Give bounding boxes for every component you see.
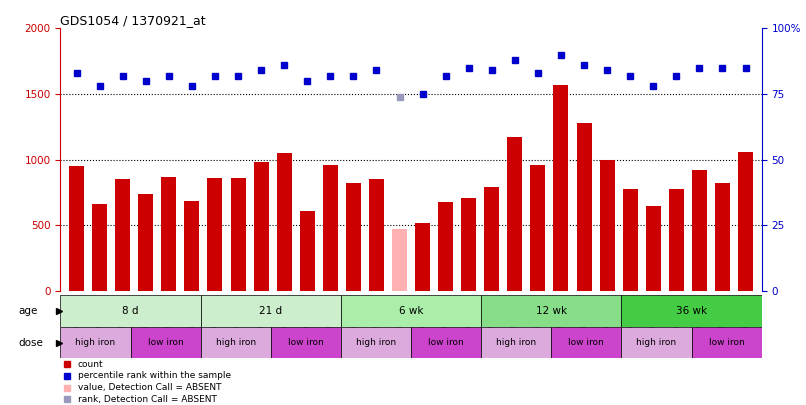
Text: 12 wk: 12 wk <box>536 306 567 316</box>
Text: 8 d: 8 d <box>123 306 139 316</box>
Bar <box>346 183 361 291</box>
Text: value, Detection Call = ABSENT: value, Detection Call = ABSENT <box>78 383 222 392</box>
Bar <box>621 295 762 327</box>
Text: low iron: low iron <box>708 338 745 347</box>
Bar <box>715 183 730 291</box>
Text: high iron: high iron <box>637 338 676 347</box>
Text: 21 d: 21 d <box>260 306 282 316</box>
Bar <box>692 327 762 358</box>
Bar <box>201 327 271 358</box>
Bar <box>554 85 568 291</box>
Bar <box>276 153 292 291</box>
Bar <box>669 189 683 291</box>
Text: 36 wk: 36 wk <box>676 306 707 316</box>
Bar <box>623 189 638 291</box>
Text: low iron: low iron <box>147 338 184 347</box>
Bar <box>461 198 476 291</box>
Bar <box>201 295 341 327</box>
Text: percentile rank within the sample: percentile rank within the sample <box>78 371 231 380</box>
Bar <box>341 327 411 358</box>
Bar <box>507 137 522 291</box>
Text: high iron: high iron <box>216 338 256 347</box>
Bar <box>60 295 201 327</box>
Text: low iron: low iron <box>568 338 604 347</box>
Bar <box>392 229 407 291</box>
Bar <box>621 327 692 358</box>
Text: low iron: low iron <box>288 338 324 347</box>
Bar <box>185 200 199 291</box>
Bar <box>369 179 384 291</box>
Bar <box>484 188 499 291</box>
Text: dose: dose <box>19 338 44 347</box>
Bar <box>646 206 661 291</box>
Bar <box>323 165 338 291</box>
Text: count: count <box>78 360 104 369</box>
Bar <box>131 327 201 358</box>
Bar <box>341 295 481 327</box>
Bar <box>530 165 546 291</box>
Bar <box>481 327 551 358</box>
Text: 6 wk: 6 wk <box>399 306 423 316</box>
Text: high iron: high iron <box>76 338 115 347</box>
Bar <box>738 152 753 291</box>
Bar <box>69 166 84 291</box>
Text: high iron: high iron <box>496 338 536 347</box>
Bar <box>92 204 107 291</box>
Text: GDS1054 / 1370921_at: GDS1054 / 1370921_at <box>60 14 206 27</box>
Bar <box>271 327 341 358</box>
Text: age: age <box>19 306 38 316</box>
Bar <box>600 160 615 291</box>
Bar <box>115 179 131 291</box>
Bar <box>231 178 246 291</box>
Text: high iron: high iron <box>356 338 396 347</box>
Text: rank, Detection Call = ABSENT: rank, Detection Call = ABSENT <box>78 395 217 404</box>
Bar <box>692 170 707 291</box>
Bar <box>576 123 592 291</box>
Bar <box>139 194 153 291</box>
Bar <box>438 202 453 291</box>
Bar <box>207 178 222 291</box>
Bar <box>161 177 177 291</box>
Bar <box>60 327 131 358</box>
Bar <box>300 211 315 291</box>
Text: low iron: low iron <box>428 338 464 347</box>
Bar <box>415 223 430 291</box>
Bar <box>551 327 621 358</box>
Bar <box>411 327 481 358</box>
Bar <box>254 162 268 291</box>
Bar <box>481 295 621 327</box>
